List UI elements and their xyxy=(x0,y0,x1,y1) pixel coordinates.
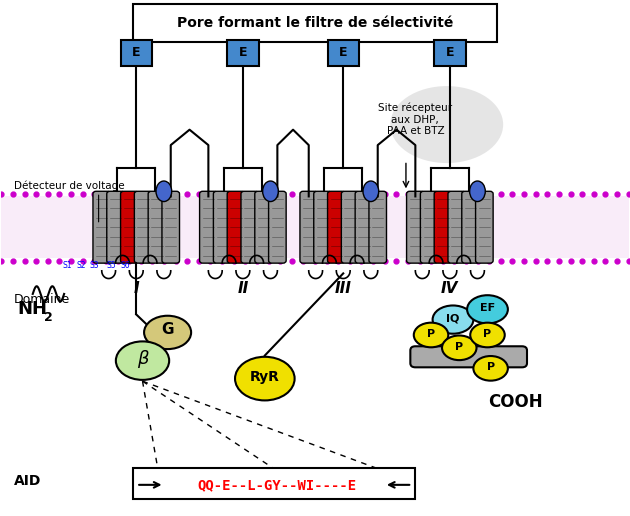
FancyBboxPatch shape xyxy=(434,40,466,66)
Ellipse shape xyxy=(414,322,449,347)
FancyBboxPatch shape xyxy=(462,191,479,263)
FancyBboxPatch shape xyxy=(214,191,231,263)
FancyBboxPatch shape xyxy=(300,191,318,263)
Ellipse shape xyxy=(144,316,191,349)
Text: P: P xyxy=(486,362,495,373)
Bar xyxy=(1,197,629,258)
FancyBboxPatch shape xyxy=(355,191,373,263)
Ellipse shape xyxy=(442,335,476,360)
FancyBboxPatch shape xyxy=(200,191,217,263)
Text: QQ-E--L-GY--WI----E: QQ-E--L-GY--WI----E xyxy=(198,478,357,492)
Text: Pore formant le filtre de sélectivité: Pore formant le filtre de sélectivité xyxy=(177,16,453,30)
Text: RyR: RyR xyxy=(250,370,280,384)
Text: E: E xyxy=(339,46,348,59)
Ellipse shape xyxy=(156,181,172,202)
Text: P: P xyxy=(483,329,491,339)
Ellipse shape xyxy=(263,181,278,202)
Text: COOH: COOH xyxy=(488,393,543,411)
Text: Détecteur de voltage: Détecteur de voltage xyxy=(14,181,125,191)
Ellipse shape xyxy=(363,181,379,202)
Text: S1: S1 xyxy=(62,261,72,270)
FancyBboxPatch shape xyxy=(106,191,124,263)
Text: IQ: IQ xyxy=(446,313,460,323)
Text: EF: EF xyxy=(480,303,495,313)
FancyBboxPatch shape xyxy=(410,346,527,367)
FancyBboxPatch shape xyxy=(227,40,258,66)
Text: II: II xyxy=(238,281,248,296)
Text: E: E xyxy=(132,46,140,59)
FancyBboxPatch shape xyxy=(120,40,152,66)
FancyBboxPatch shape xyxy=(227,191,244,263)
Text: III: III xyxy=(335,281,352,296)
Text: Domaine: Domaine xyxy=(14,293,70,305)
FancyBboxPatch shape xyxy=(448,191,466,263)
Text: S2: S2 xyxy=(77,261,86,270)
FancyBboxPatch shape xyxy=(434,191,452,263)
Text: E: E xyxy=(239,46,247,59)
Ellipse shape xyxy=(467,295,508,324)
FancyBboxPatch shape xyxy=(328,191,345,263)
FancyBboxPatch shape xyxy=(255,191,272,263)
FancyBboxPatch shape xyxy=(328,40,359,66)
Ellipse shape xyxy=(469,181,485,202)
FancyBboxPatch shape xyxy=(406,191,424,263)
Ellipse shape xyxy=(116,342,169,380)
FancyBboxPatch shape xyxy=(369,191,386,263)
Text: β: β xyxy=(137,350,148,368)
FancyBboxPatch shape xyxy=(133,4,497,42)
Ellipse shape xyxy=(390,86,503,163)
Text: 2: 2 xyxy=(44,311,53,324)
FancyBboxPatch shape xyxy=(341,191,359,263)
Ellipse shape xyxy=(473,356,508,381)
Text: E: E xyxy=(445,46,454,59)
Text: P: P xyxy=(455,342,463,352)
Ellipse shape xyxy=(433,305,473,334)
FancyBboxPatch shape xyxy=(314,191,331,263)
FancyBboxPatch shape xyxy=(134,191,152,263)
FancyBboxPatch shape xyxy=(162,191,180,263)
FancyBboxPatch shape xyxy=(476,191,493,263)
FancyBboxPatch shape xyxy=(420,191,438,263)
FancyBboxPatch shape xyxy=(268,191,286,263)
FancyBboxPatch shape xyxy=(148,191,166,263)
FancyBboxPatch shape xyxy=(133,469,415,499)
Text: NH: NH xyxy=(18,300,48,318)
Text: I: I xyxy=(134,281,139,296)
Text: S5: S5 xyxy=(106,261,116,270)
FancyBboxPatch shape xyxy=(241,191,258,263)
Text: Site récepteur
aux DHP,
PAA et BTZ: Site récepteur aux DHP, PAA et BTZ xyxy=(378,103,452,136)
Text: AID: AID xyxy=(14,474,42,488)
FancyBboxPatch shape xyxy=(93,191,110,263)
Text: G: G xyxy=(161,322,174,337)
Text: S3: S3 xyxy=(89,261,99,270)
Ellipse shape xyxy=(235,357,295,400)
Text: IV: IV xyxy=(441,281,459,296)
Text: P: P xyxy=(427,329,435,339)
FancyBboxPatch shape xyxy=(120,191,138,263)
Text: S6: S6 xyxy=(121,261,130,270)
Ellipse shape xyxy=(470,322,505,347)
